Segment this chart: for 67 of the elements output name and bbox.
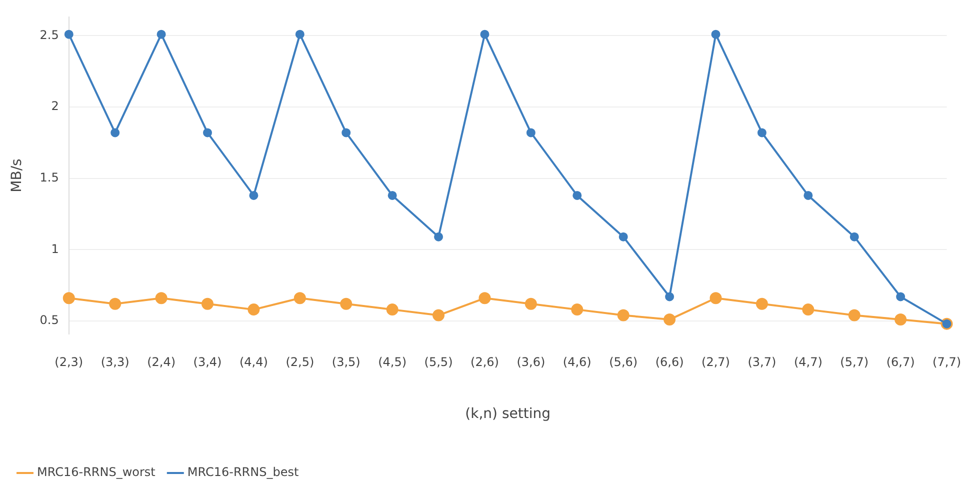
x-tick-label: (5,7) — [840, 355, 869, 370]
point — [802, 304, 814, 316]
x-tick-label: (5,6) — [609, 355, 638, 370]
y-axis-title: MB/s — [9, 158, 26, 192]
point — [249, 190, 258, 200]
x-axis-title: (k,n) setting — [465, 406, 550, 422]
y-tick-label: 2 — [51, 99, 59, 114]
x-tick-label: (6,7) — [886, 355, 915, 370]
x-tick-label: (3,4) — [193, 355, 222, 370]
point — [109, 298, 122, 310]
point — [524, 298, 537, 310]
y-tick-label: 0.5 — [40, 313, 59, 328]
x-tick-label: (3,5) — [332, 355, 360, 370]
point — [62, 292, 75, 304]
point — [571, 304, 584, 316]
point — [388, 190, 397, 200]
point — [432, 309, 445, 322]
point — [202, 298, 214, 310]
point — [478, 292, 491, 304]
point — [756, 298, 768, 310]
point — [710, 292, 722, 304]
point — [526, 128, 536, 138]
y-tick-label: 2.5 — [40, 28, 59, 42]
point — [664, 314, 676, 326]
point — [480, 30, 490, 39]
point — [64, 30, 74, 39]
x-tick-label: (5,5) — [424, 355, 453, 370]
x-tick-label: (2,3) — [54, 355, 84, 370]
point — [434, 232, 444, 242]
x-tick-label: (6,6) — [655, 355, 684, 370]
legend-label: MRC16-RRNS_worst — [37, 465, 156, 480]
x-tick-label: (3,6) — [516, 355, 546, 370]
x-tick-label: (2,4) — [147, 355, 176, 370]
x-tick-label: (3,3) — [100, 355, 130, 370]
x-tick-label: (4,5) — [378, 355, 407, 370]
point — [248, 304, 260, 316]
point — [155, 292, 168, 304]
point — [804, 190, 813, 200]
y-tick-label: 1.5 — [40, 170, 59, 184]
point — [617, 309, 630, 322]
point — [386, 304, 398, 316]
x-tick-label: (3,7) — [748, 355, 776, 370]
x-tick-label: (2,6) — [470, 355, 499, 370]
point — [110, 128, 120, 138]
x-tick-label: (7,7) — [932, 355, 962, 370]
x-tick-label: (4,4) — [239, 355, 268, 370]
point — [850, 232, 859, 242]
y-tick-label: 1 — [51, 242, 59, 256]
point — [848, 309, 860, 322]
point — [896, 292, 906, 302]
point — [294, 292, 306, 304]
point — [711, 30, 720, 39]
point — [665, 292, 674, 302]
legend-label: MRC16-RRNS_best — [187, 465, 299, 480]
point — [295, 30, 304, 39]
x-tick-label: (4,6) — [562, 355, 592, 370]
point — [618, 232, 628, 242]
point — [342, 128, 351, 138]
point — [894, 314, 907, 326]
x-tick-label: (4,7) — [794, 355, 822, 370]
x-tick-label: (2,7) — [702, 355, 730, 370]
point — [156, 30, 166, 39]
point — [757, 128, 766, 138]
point — [572, 190, 582, 200]
point — [340, 298, 352, 310]
point — [203, 128, 212, 138]
x-tick-label: (2,5) — [286, 355, 314, 370]
